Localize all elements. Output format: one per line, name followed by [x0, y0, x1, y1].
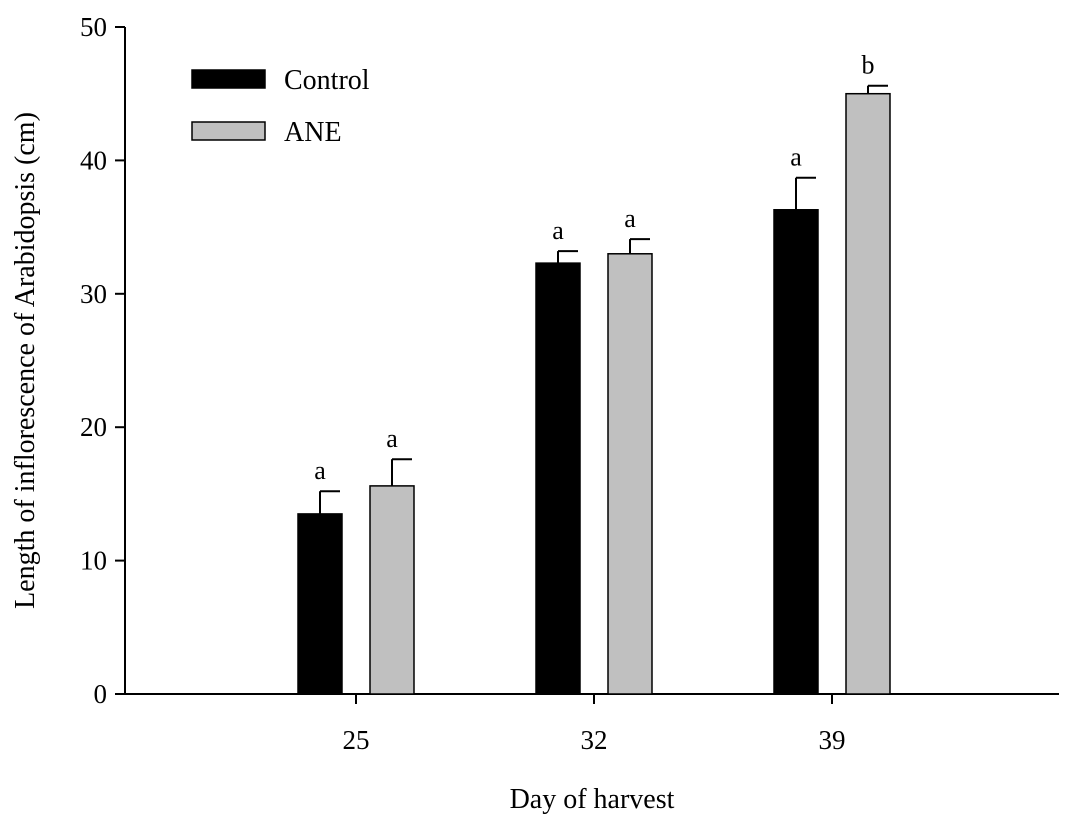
- bar-control-32: [535, 262, 581, 695]
- y-tick-label: 10: [80, 546, 107, 576]
- legend-label-ane: ANE: [284, 117, 342, 148]
- significance-label: a: [386, 424, 398, 453]
- bar-ane-25: [369, 485, 415, 695]
- x-axis-title: Day of harvest: [510, 784, 675, 815]
- legend-swatch-ane: [191, 121, 266, 141]
- y-tick-label: 20: [80, 412, 107, 442]
- y-tick-label: 40: [80, 145, 107, 175]
- y-tick-label: 0: [94, 679, 108, 709]
- significance-label: a: [552, 216, 564, 245]
- bar-control-39: [773, 209, 819, 695]
- y-tick-label: 30: [80, 279, 107, 309]
- legend: Control ANE: [191, 65, 370, 148]
- bar-ane-39: [845, 92, 891, 695]
- bars: a a a a a b: [297, 51, 891, 695]
- legend-swatch-control: [191, 69, 266, 89]
- significance-label: b: [862, 51, 875, 80]
- x-tick-label: 39: [819, 725, 846, 755]
- significance-label: a: [314, 456, 326, 485]
- significance-label: a: [624, 204, 636, 233]
- y-axis-title: Length of inflorescence of Arabidopsis (…: [10, 112, 41, 609]
- bar-control-25: [297, 513, 343, 695]
- bar-ane-32: [607, 253, 653, 695]
- x-tick-label: 32: [581, 725, 608, 755]
- y-tick-label: 50: [80, 12, 107, 42]
- x-tick-label: 25: [343, 725, 370, 755]
- legend-label-control: Control: [284, 65, 370, 96]
- significance-label: a: [790, 143, 802, 172]
- axes: 0 10 20 30 40 50 25 32 39: [80, 12, 1059, 755]
